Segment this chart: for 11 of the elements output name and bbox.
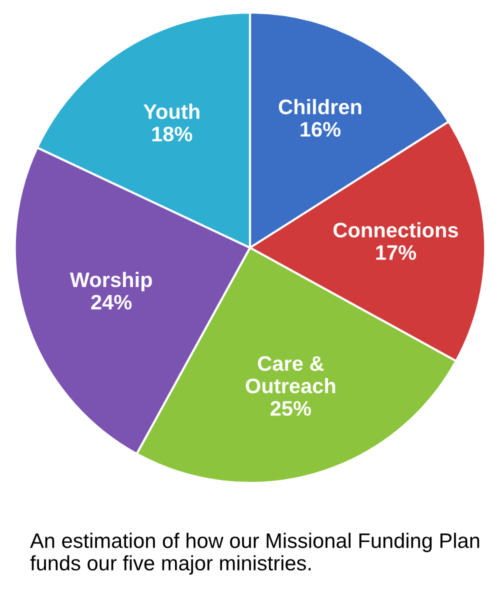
- slice-label: Worship: [70, 272, 152, 292]
- slice-label: Children: [278, 99, 362, 114]
- slice-label: Youth: [143, 104, 200, 119]
- text: An estimation of how our Missional Funding Plan funds our five major ministries.: [30, 532, 480, 575]
- slice-label: Connections: [334, 222, 458, 238]
- data-label: 16%: [300, 122, 341, 137]
- slice-label: Care & Outreach: [246, 356, 336, 394]
- data-label: 24%: [91, 294, 132, 310]
- data-label: 25%: [270, 401, 311, 416]
- data-label: 17%: [376, 245, 416, 260]
- data-label: 18%: [152, 126, 192, 142]
